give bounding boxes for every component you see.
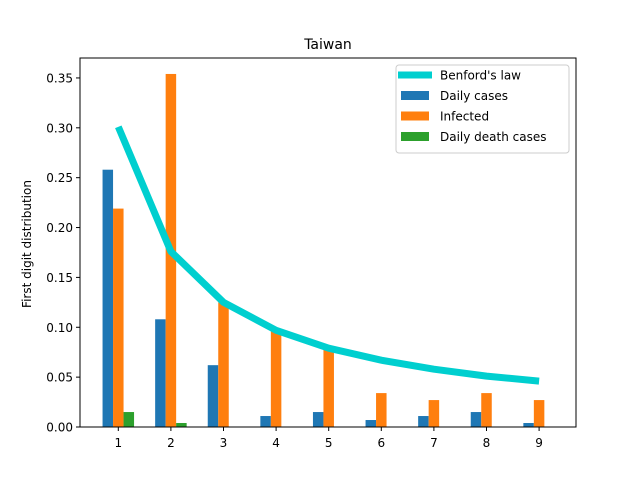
x-tick-label: 3 [220, 436, 228, 450]
chart-title: Taiwan [303, 37, 352, 53]
bar-1-5 [312, 412, 324, 427]
y-tick-label: 0.25 [46, 171, 73, 185]
legend-label: Benford's law [440, 69, 521, 83]
legend-label: Infected [440, 110, 489, 124]
bar-3-1 [123, 412, 135, 427]
y-tick-label: 0.30 [46, 121, 73, 135]
legend-label: Daily cases [440, 89, 508, 103]
bar-2-6 [376, 393, 387, 427]
y-tick-label: 0.15 [46, 271, 73, 285]
plot-frame [79, 57, 577, 428]
bar-1-7 [418, 416, 429, 427]
bar-2-7 [428, 400, 440, 427]
bar-1-2 [155, 319, 166, 427]
x-tick-label: 8 [483, 436, 491, 450]
x-tick-label: 2 [167, 436, 175, 450]
legend: Benford's law Daily cases Infected Daily de… [395, 64, 570, 154]
legend-box [395, 64, 570, 154]
y-tick-label: 0.10 [46, 321, 73, 335]
y-tick-label: 0.00 [46, 421, 73, 435]
benford-line [115, 125, 540, 385]
bar-2-4 [270, 330, 282, 427]
bar-2-9 [533, 400, 545, 427]
legend-swatch [401, 111, 429, 121]
legend-label: Daily death cases [440, 130, 547, 144]
bar-2-1 [113, 208, 124, 427]
bar-1-8 [470, 412, 482, 427]
legend-swatch [401, 91, 429, 100]
x-tick-label: 7 [430, 436, 438, 450]
y-tick-label: 0.35 [46, 71, 73, 85]
x-tick-label: 1 [114, 436, 122, 450]
x-tick-label: 6 [377, 436, 385, 450]
legend-swatch [401, 132, 429, 141]
bar-1-3 [207, 365, 219, 427]
bar-1-1 [102, 169, 114, 427]
bar-2-5 [323, 349, 334, 427]
x-tick-label: 4 [272, 436, 280, 450]
y-tick-label: 0.05 [46, 371, 73, 385]
bar-1-6 [365, 420, 377, 427]
bar-1-4 [260, 416, 271, 427]
y-tick-label: 0.20 [46, 221, 73, 235]
bar-2-3 [218, 302, 229, 427]
bar-1-9 [523, 423, 534, 427]
bar-2-8 [481, 393, 492, 427]
x-tick-label: 5 [325, 436, 333, 450]
x-tick-label: 9 [535, 436, 543, 450]
axes-group: 1 2 3 4 5 6 7 8 9 0.00 0.05 0.10 0.15 0.20 0.25 0.30 0.3… [46, 71, 543, 450]
y-axis-label: First digit distribution [20, 180, 34, 308]
bar-3-2 [176, 423, 187, 427]
